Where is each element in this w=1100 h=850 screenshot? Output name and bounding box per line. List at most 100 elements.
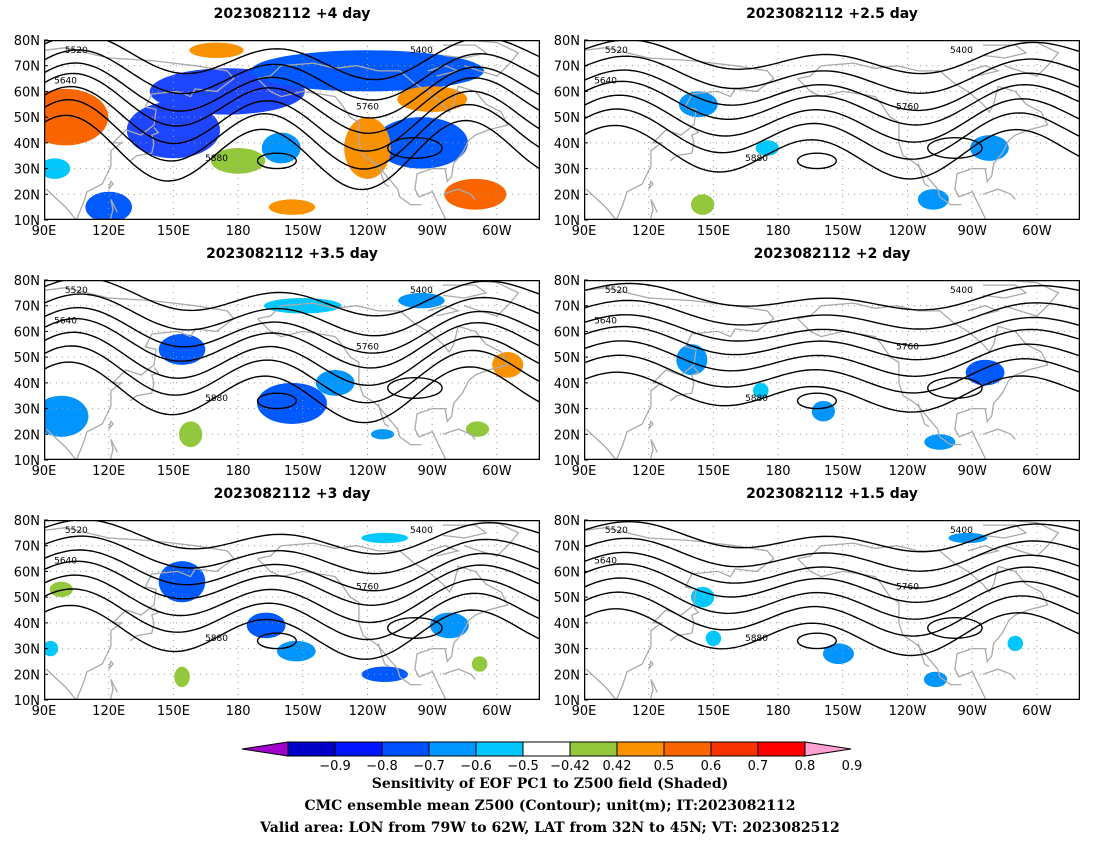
z500-contour — [43, 72, 541, 135]
contour-label: 5400 — [950, 526, 973, 536]
z500-contour — [43, 277, 541, 317]
coastline — [129, 606, 160, 642]
z500-contour — [583, 69, 1081, 112]
z500-contour — [583, 577, 1081, 620]
lon-tick-label: 150E — [157, 464, 190, 479]
sensitivity-shade — [924, 434, 956, 450]
lat-tick-label: 40N — [554, 137, 580, 152]
colorbar-label: 0.5 — [654, 759, 675, 774]
sensitivity-shade — [690, 194, 715, 215]
lon-tick-label: 90E — [32, 224, 57, 239]
sensitivity-shade — [822, 643, 854, 664]
lat-tick-label: 40N — [14, 377, 40, 392]
z500-contour — [43, 574, 541, 624]
sensitivity-shade — [678, 91, 718, 118]
coastline — [257, 78, 422, 206]
colorbar-segment — [616, 741, 665, 757]
lat-tick-label: 80N — [554, 34, 580, 49]
lat-tick-label: 60N — [14, 325, 40, 340]
contour-label: 5640 — [54, 317, 77, 327]
lat-tick-label: 10N — [554, 214, 580, 229]
z500-closed-contour — [387, 377, 443, 399]
contour-label: 5760 — [896, 102, 919, 112]
lat-tick-label: 50N — [14, 351, 40, 366]
lon-tick-label: 150E — [697, 224, 730, 239]
z500-contour — [583, 314, 1081, 347]
sensitivity-shade — [690, 586, 715, 608]
coastline — [982, 284, 1028, 299]
z500-contour — [43, 560, 541, 607]
coastline — [108, 420, 114, 430]
lon-tick-label: 90E — [32, 464, 57, 479]
lat-tick-label: 40N — [554, 377, 580, 392]
z500-closed-contour — [927, 137, 983, 159]
coastline — [917, 643, 930, 668]
coastline — [108, 660, 114, 670]
coastline — [982, 44, 1028, 59]
lon-tick-label: 90W — [957, 464, 987, 479]
colorbar-label: −0.7 — [413, 759, 445, 774]
z500-contour — [43, 306, 541, 354]
lon-tick-label: 180 — [766, 224, 791, 239]
z500-contour — [583, 354, 1081, 394]
contour-label: 5760 — [896, 582, 919, 592]
colorbar-label: −0.5 — [507, 759, 539, 774]
lon-tick-label: 90W — [957, 224, 987, 239]
sensitivity-shade — [444, 178, 507, 210]
colorbar-segment — [757, 741, 806, 757]
z500-contour — [583, 591, 1081, 637]
colorbar-label: 0.8 — [795, 759, 816, 774]
z500-contour — [583, 124, 1081, 180]
coastline — [427, 65, 461, 77]
contour-label: 5400 — [950, 286, 973, 296]
lat-tick-label: 20N — [14, 188, 40, 203]
sensitivity-shade — [471, 656, 488, 672]
coastline — [377, 163, 390, 188]
lon-tick-label: 120W — [889, 464, 927, 479]
lon-tick-label: 90E — [572, 464, 597, 479]
lat-tick-label: 20N — [554, 188, 580, 203]
coastline — [583, 287, 775, 462]
z500-closed-contour — [927, 377, 983, 399]
sensitivity-shade — [923, 671, 948, 688]
map-panel: 5520 5640 5400 5760 5880 — [583, 279, 1081, 466]
coastline — [442, 668, 476, 680]
colorbar-label: −0.9 — [319, 759, 351, 774]
sensitivity-shade — [85, 191, 132, 223]
sensitivity-shade — [315, 370, 355, 396]
lat-tick-label: 10N — [554, 454, 580, 469]
sensitivity-shade — [49, 581, 73, 598]
contour-label: 5880 — [205, 394, 228, 404]
colorbar-label: −0.42 — [550, 759, 590, 774]
lon-tick-label: 150W — [284, 224, 322, 239]
colorbar-label: −0.8 — [366, 759, 398, 774]
footer-line-3: Valid area: LON from 79W to 62W, LAT fro… — [260, 820, 840, 836]
lat-tick-label: 70N — [14, 60, 40, 75]
lat-tick-label: 30N — [14, 643, 40, 658]
coastline — [257, 62, 509, 224]
z500-contour — [43, 345, 541, 404]
contour-label: 5640 — [594, 317, 617, 327]
sensitivity-shade — [39, 158, 71, 179]
sensitivity-shade — [811, 400, 836, 422]
footer-line-2: CMC ensemble mean Z500 (Contour); unit(m… — [304, 798, 796, 814]
lat-tick-label: 80N — [554, 274, 580, 289]
z500-contour — [583, 108, 1081, 160]
lon-tick-label: 180 — [766, 464, 791, 479]
lon-tick-label: 120W — [349, 224, 387, 239]
panel-title: 2023082112 +2 day — [753, 246, 911, 262]
z500-contour — [43, 98, 541, 170]
lon-tick-label: 180 — [226, 464, 251, 479]
contour-label: 5760 — [356, 102, 379, 112]
sensitivity-shade — [917, 189, 949, 210]
lat-tick-label: 50N — [554, 351, 580, 366]
z500-contour — [583, 80, 1081, 126]
lat-tick-label: 20N — [554, 428, 580, 443]
coastline — [648, 420, 654, 430]
lat-tick-label: 70N — [554, 300, 580, 315]
colorbar: −0.9 −0.8 −0.7 −0.6 −0.5 −0.42 0.42 0.5 0.6 0.7 0.… — [241, 741, 862, 774]
coastline — [108, 199, 118, 226]
lat-tick-label: 60N — [14, 565, 40, 580]
lon-tick-label: 60W — [1022, 464, 1052, 479]
colorbar-segment — [381, 741, 430, 757]
